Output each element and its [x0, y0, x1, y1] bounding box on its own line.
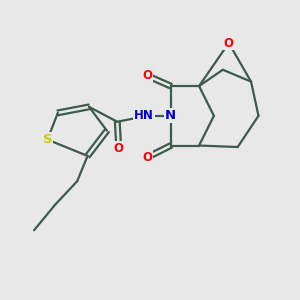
Text: N: N	[165, 109, 176, 122]
Text: S: S	[43, 133, 52, 146]
Text: HN: HN	[134, 109, 154, 122]
Text: O: O	[224, 37, 234, 50]
Text: O: O	[114, 142, 124, 155]
Text: O: O	[142, 151, 152, 164]
Text: O: O	[142, 69, 152, 82]
